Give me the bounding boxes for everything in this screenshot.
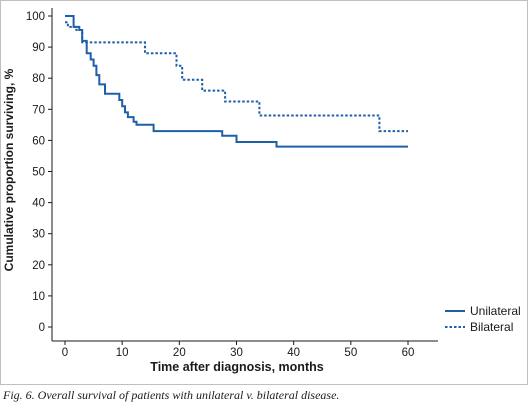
legend-label-bilateral: Bilateral: [470, 320, 513, 334]
x-axis-label: Time after diagnosis, months: [150, 360, 323, 374]
y-tick-label: 40: [32, 198, 45, 210]
y-tick-label: 0: [39, 322, 45, 334]
y-tick-label: 30: [32, 229, 45, 241]
chart-panel: [0, 0, 528, 385]
figure-caption: Fig. 6. Overall survival of patients wit…: [3, 388, 340, 402]
x-tick-label: 40: [287, 347, 300, 359]
series-bilateral: [65, 21, 408, 133]
y-tick-label: 20: [32, 260, 45, 272]
legend-label-unilateral: Unilateral: [470, 304, 521, 318]
legend: Unilateral Bilateral: [445, 304, 521, 334]
x-tick-label: 30: [230, 347, 243, 359]
y-axis-label: Cumulative proportion surviving, %: [2, 68, 16, 271]
y-tick-label: 10: [32, 291, 45, 303]
y-tick-label: 60: [32, 135, 45, 147]
x-tick-label: 0: [62, 347, 68, 359]
y-tick-label: 80: [32, 73, 45, 85]
y-tick-label: 70: [32, 104, 45, 116]
x-tick-label: 50: [344, 347, 357, 359]
series-unilateral: [65, 15, 408, 148]
x-tick-label: 10: [116, 347, 129, 359]
x-tick-label: 60: [402, 347, 415, 359]
x-tick-label: 20: [173, 347, 186, 359]
y-tick-label: 90: [32, 42, 45, 54]
series-layer: [65, 15, 408, 148]
y-tick-label: 100: [26, 11, 45, 23]
y-tick-label: 50: [32, 167, 45, 179]
axes: 0 10 20 30 40 50 60 70 80 90 100 0 10 20 30 40 50 60: [26, 8, 438, 359]
